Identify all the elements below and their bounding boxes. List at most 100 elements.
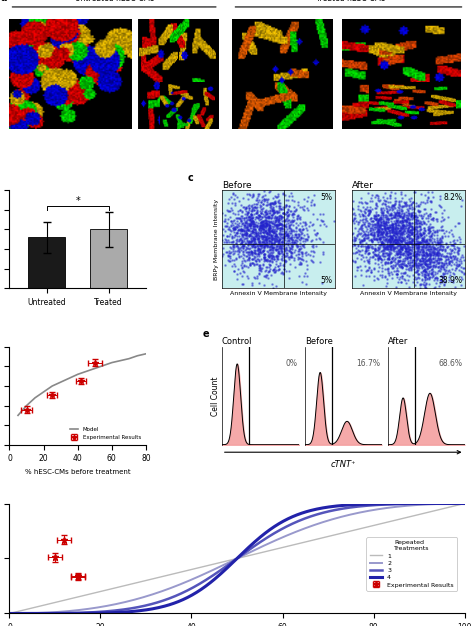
Point (246, 247, 253, 257)
Point (266, 250, 273, 260)
Point (254, 244, 262, 254)
Point (391, 235, 398, 245)
Point (266, 217, 274, 227)
Point (230, 224, 237, 234)
Point (428, 267, 436, 277)
Point (387, 193, 394, 203)
Point (397, 225, 404, 235)
Point (420, 232, 428, 242)
Point (365, 206, 372, 216)
Point (232, 221, 240, 231)
Point (385, 222, 392, 232)
Point (254, 233, 262, 244)
Point (395, 203, 403, 213)
Point (399, 212, 406, 222)
Point (407, 225, 415, 235)
Point (288, 241, 295, 251)
Point (384, 244, 392, 254)
Point (416, 256, 424, 266)
Point (285, 252, 293, 262)
Point (383, 213, 391, 223)
Point (268, 279, 276, 289)
Point (246, 230, 253, 240)
Point (228, 220, 235, 230)
Point (414, 205, 421, 215)
Point (274, 261, 282, 271)
Point (374, 230, 382, 240)
Point (278, 220, 286, 230)
Point (415, 206, 423, 216)
Point (250, 260, 258, 270)
Point (379, 220, 386, 230)
Point (404, 250, 412, 260)
Line: 2: 2 (9, 503, 465, 613)
Point (392, 193, 399, 203)
Point (263, 220, 270, 230)
Point (240, 267, 247, 277)
Point (392, 203, 399, 213)
Point (389, 223, 396, 233)
Point (365, 254, 373, 264)
Point (431, 273, 439, 283)
Point (403, 230, 411, 240)
Point (269, 223, 276, 233)
Point (273, 215, 280, 225)
Point (398, 229, 406, 239)
Point (430, 275, 438, 285)
Point (372, 234, 380, 244)
Point (230, 223, 238, 233)
Point (270, 234, 278, 244)
Point (286, 220, 294, 230)
Point (370, 231, 377, 241)
Point (248, 248, 256, 258)
Point (433, 249, 440, 259)
Point (256, 222, 264, 232)
Point (438, 237, 446, 247)
Point (382, 240, 389, 250)
Point (251, 248, 258, 258)
Point (278, 233, 286, 243)
Point (397, 249, 404, 259)
Point (316, 257, 324, 267)
Point (396, 228, 403, 239)
Point (261, 271, 269, 281)
Point (250, 247, 258, 257)
Point (257, 227, 265, 237)
Point (370, 210, 378, 220)
Point (399, 220, 407, 230)
Point (248, 258, 256, 268)
Point (295, 244, 303, 254)
Point (362, 233, 370, 244)
Point (279, 223, 286, 233)
Point (406, 220, 413, 230)
Point (272, 198, 279, 208)
Point (392, 222, 400, 232)
Point (458, 267, 466, 277)
Point (266, 255, 273, 265)
Point (256, 218, 264, 228)
Point (419, 227, 427, 237)
Point (374, 234, 381, 244)
Point (254, 210, 262, 220)
Point (308, 235, 316, 245)
Point (377, 257, 385, 267)
Point (404, 225, 411, 235)
Point (288, 237, 296, 247)
Point (430, 257, 438, 267)
Point (254, 243, 262, 253)
Point (267, 213, 275, 223)
Point (280, 233, 287, 244)
Point (246, 230, 253, 240)
Point (273, 232, 281, 242)
Point (407, 248, 414, 258)
Point (370, 213, 378, 223)
Point (239, 243, 247, 253)
Point (244, 243, 251, 253)
Point (249, 215, 257, 225)
Point (410, 224, 417, 234)
Point (245, 212, 253, 222)
Point (275, 196, 283, 206)
Point (292, 230, 299, 240)
Point (392, 234, 400, 244)
Point (461, 269, 468, 279)
